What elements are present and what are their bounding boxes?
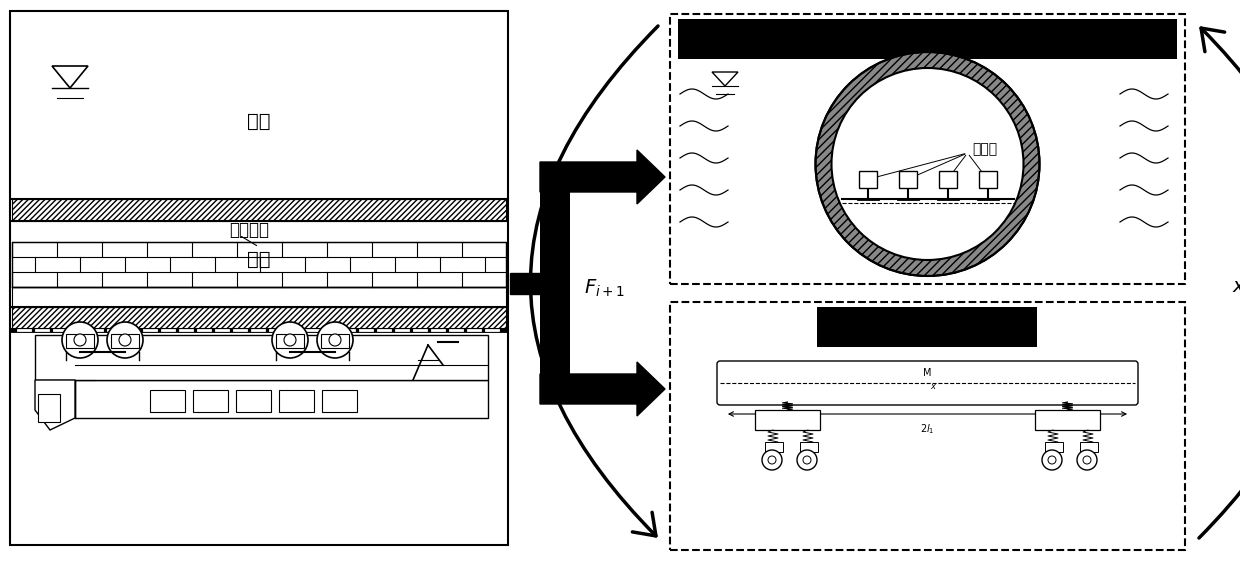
Bar	[236, 390, 272, 412]
Text: 2$l_1$: 2$l_1$	[920, 422, 935, 436]
FancyArrow shape	[510, 273, 539, 294]
Circle shape	[768, 456, 776, 464]
Bar	[112, 334, 139, 348]
Bar	[817, 307, 1037, 347]
Circle shape	[1078, 450, 1097, 470]
Circle shape	[284, 334, 296, 346]
Bar	[765, 442, 782, 452]
Bar	[10, 11, 508, 545]
Text: x: x	[930, 382, 935, 391]
Bar	[150, 390, 185, 412]
Bar	[66, 334, 94, 348]
Bar	[678, 19, 1177, 59]
Bar	[12, 287, 506, 307]
Text: 流体: 流体	[247, 249, 270, 269]
Bar	[1035, 410, 1100, 430]
Bar	[74, 380, 489, 418]
Circle shape	[804, 456, 811, 464]
Bar	[539, 162, 570, 389]
Text: $x_{i+1}$: $x_{i+1}$	[1233, 278, 1240, 298]
Bar	[978, 171, 997, 188]
FancyArrowPatch shape	[1199, 28, 1240, 538]
Bar	[939, 171, 956, 188]
Text: 流体: 流体	[247, 112, 270, 130]
Bar	[277, 334, 304, 348]
Circle shape	[1083, 456, 1091, 464]
Bar	[12, 307, 506, 329]
FancyArrow shape	[539, 150, 665, 204]
Text: $F_{i+1}$: $F_{i+1}$	[584, 277, 625, 299]
Circle shape	[1048, 456, 1056, 464]
Bar	[193, 390, 228, 412]
Circle shape	[797, 450, 817, 470]
Circle shape	[272, 322, 308, 358]
Bar	[12, 242, 506, 287]
Circle shape	[74, 334, 86, 346]
Circle shape	[763, 450, 782, 470]
Text: 悬浮隙道管体+锁索+流体: 悬浮隙道管体+锁索+流体	[874, 32, 981, 46]
Bar	[800, 442, 818, 452]
FancyArrowPatch shape	[531, 26, 658, 536]
Text: M: M	[924, 369, 931, 379]
Text: 海底基础: 海底基础	[229, 221, 269, 239]
Bar	[1045, 442, 1063, 452]
Text: 车辆: 车辆	[919, 320, 936, 334]
Bar	[322, 390, 357, 412]
Bar	[899, 171, 916, 188]
Circle shape	[107, 322, 143, 358]
Circle shape	[317, 322, 353, 358]
Bar	[858, 171, 877, 188]
Polygon shape	[35, 380, 74, 430]
FancyBboxPatch shape	[717, 361, 1138, 405]
Text: 作动器: 作动器	[972, 142, 998, 156]
Bar	[321, 334, 348, 348]
FancyArrow shape	[539, 362, 665, 416]
Bar	[670, 302, 1185, 550]
Bar	[755, 410, 820, 430]
Bar	[1080, 442, 1097, 452]
Circle shape	[832, 68, 1023, 260]
Bar	[35, 335, 489, 380]
Circle shape	[62, 322, 98, 358]
Bar	[38, 394, 60, 422]
Bar	[12, 199, 506, 221]
Bar	[670, 14, 1185, 284]
Circle shape	[119, 334, 131, 346]
Circle shape	[1042, 450, 1061, 470]
Bar	[279, 390, 314, 412]
Circle shape	[816, 52, 1039, 276]
Circle shape	[329, 334, 341, 346]
